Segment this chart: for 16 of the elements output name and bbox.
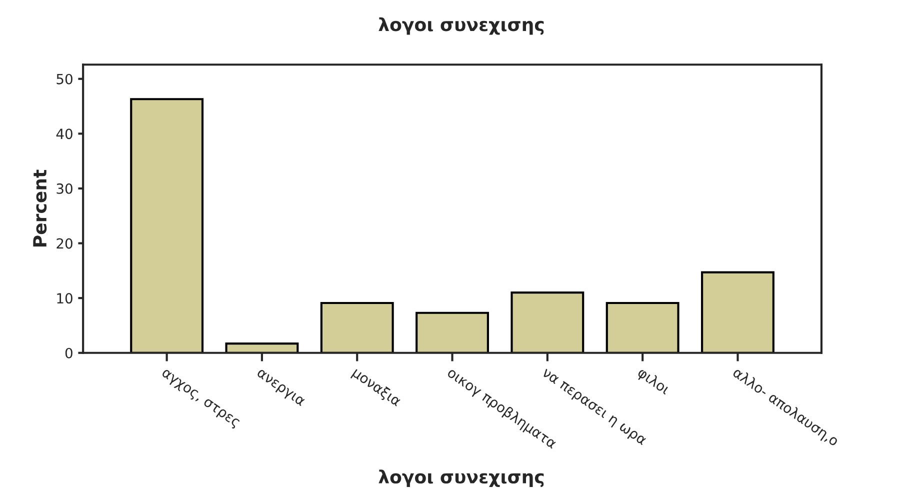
bar <box>130 98 204 353</box>
y-tick-label: 0 <box>65 348 72 358</box>
bar <box>701 271 774 353</box>
bar <box>225 342 299 353</box>
bar <box>510 292 584 353</box>
y-tick-label: 20 <box>56 238 72 249</box>
y-tick-label: 30 <box>56 183 72 194</box>
y-axis-title: Percent <box>33 170 47 246</box>
x-axis-title: λογοι συνεχισης <box>378 470 544 488</box>
y-tick-label: 40 <box>56 128 72 140</box>
bar <box>320 302 394 353</box>
bar <box>606 302 680 353</box>
bar <box>416 312 489 353</box>
y-tick-label: 50 <box>56 74 72 84</box>
chart-title: λογοι συνεχισης <box>378 17 544 35</box>
y-tick-label: 10 <box>57 293 72 304</box>
